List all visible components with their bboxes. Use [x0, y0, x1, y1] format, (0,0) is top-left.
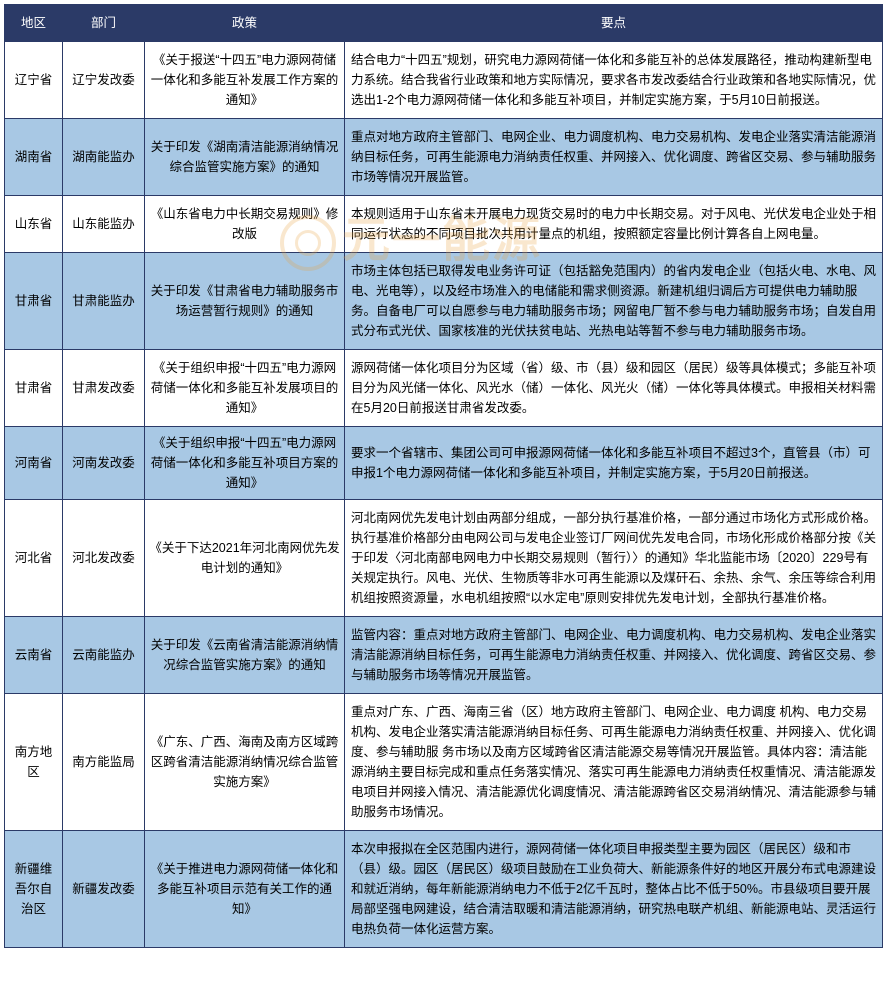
policy-table: 地区 部门 政策 要点 辽宁省辽宁发改委《关于报送“十四五”电力源网荷储一体化和…: [4, 4, 883, 948]
cell-policy: 《关于推进电力源网荷储一体化和多能互补项目示范有关工作的通知》: [145, 831, 345, 948]
table-row: 河南省河南发改委《关于组织申报“十四五”电力源网荷储一体化和多能互补项目方案的通…: [5, 427, 883, 500]
table-row: 辽宁省辽宁发改委《关于报送“十四五”电力源网荷储一体化和多能互补发展工作方案的通…: [5, 42, 883, 119]
cell-dept: 山东能监办: [63, 196, 145, 253]
cell-policy: 《关于组织申报“十四五”电力源网荷储一体化和多能互补项目方案的通知》: [145, 427, 345, 500]
cell-region: 云南省: [5, 617, 63, 694]
cell-points: 结合电力“十四五”规划，研究电力源网荷储一体化和多能互补的总体发展路径，推动构建…: [345, 42, 883, 119]
cell-dept: 甘肃发改委: [63, 350, 145, 427]
cell-dept: 云南能监办: [63, 617, 145, 694]
cell-region: 甘肃省: [5, 253, 63, 350]
cell-points: 河北南网优先发电计划由两部分组成，一部分执行基准价格，一部分通过市场化方式形成价…: [345, 500, 883, 617]
cell-points: 市场主体包括已取得发电业务许可证（包括豁免范围内）的省内发电企业（包括火电、水电…: [345, 253, 883, 350]
cell-policy: 关于印发《甘肃省电力辅助服务市场运营暂行规则》的通知: [145, 253, 345, 350]
cell-region: 辽宁省: [5, 42, 63, 119]
cell-policy: 《广东、广西、海南及南方区域跨区跨省清洁能源消纳情况综合监管实施方案》: [145, 694, 345, 831]
cell-region: 山东省: [5, 196, 63, 253]
cell-policy: 关于印发《云南省清洁能源消纳情况综合监管实施方案》的通知: [145, 617, 345, 694]
cell-policy: 《关于报送“十四五”电力源网荷储一体化和多能互补发展工作方案的通知》: [145, 42, 345, 119]
table-row: 湖南省湖南能监办关于印发《湖南清洁能源消纳情况综合监管实施方案》的通知重点对地方…: [5, 119, 883, 196]
table-row: 甘肃省甘肃发改委《关于组织申报“十四五”电力源网荷储一体化和多能互补发展项目的通…: [5, 350, 883, 427]
table-row: 河北省河北发改委《关于下达2021年河北南网优先发电计划的通知》河北南网优先发电…: [5, 500, 883, 617]
table-row: 甘肃省甘肃能监办关于印发《甘肃省电力辅助服务市场运营暂行规则》的通知市场主体包括…: [5, 253, 883, 350]
cell-region: 甘肃省: [5, 350, 63, 427]
cell-region: 新疆维吾尔自治区: [5, 831, 63, 948]
cell-dept: 湖南能监办: [63, 119, 145, 196]
table-row: 山东省山东能监办《山东省电力中长期交易规则》修改版本规则适用于山东省未开展电力现…: [5, 196, 883, 253]
cell-dept: 新疆发改委: [63, 831, 145, 948]
cell-dept: 辽宁发改委: [63, 42, 145, 119]
cell-points: 本次申报拟在全区范围内进行，源网荷储一体化项目申报类型主要为园区（居民区）级和市…: [345, 831, 883, 948]
table-row: 南方地区南方能监局《广东、广西、海南及南方区域跨区跨省清洁能源消纳情况综合监管实…: [5, 694, 883, 831]
cell-region: 河南省: [5, 427, 63, 500]
cell-points: 监管内容：重点对地方政府主管部门、电网企业、电力调度机构、电力交易机构、发电企业…: [345, 617, 883, 694]
col-header-region: 地区: [5, 5, 63, 42]
cell-policy: 《关于下达2021年河北南网优先发电计划的通知》: [145, 500, 345, 617]
col-header-policy: 政策: [145, 5, 345, 42]
table-header: 地区 部门 政策 要点: [5, 5, 883, 42]
cell-points: 要求一个省辖市、集团公司可申报源网荷储一体化和多能互补项目不超过3个，直管县（市…: [345, 427, 883, 500]
cell-region: 南方地区: [5, 694, 63, 831]
table-row: 新疆维吾尔自治区新疆发改委《关于推进电力源网荷储一体化和多能互补项目示范有关工作…: [5, 831, 883, 948]
cell-points: 本规则适用于山东省未开展电力现货交易时的电力中长期交易。对于风电、光伏发电企业处…: [345, 196, 883, 253]
cell-dept: 河南发改委: [63, 427, 145, 500]
table-row: 云南省云南能监办关于印发《云南省清洁能源消纳情况综合监管实施方案》的通知监管内容…: [5, 617, 883, 694]
cell-dept: 甘肃能监办: [63, 253, 145, 350]
cell-policy: 《关于组织申报“十四五”电力源网荷储一体化和多能互补发展项目的通知》: [145, 350, 345, 427]
cell-points: 重点对广东、广西、海南三省（区）地方政府主管部门、电网企业、电力调度 机构、电力…: [345, 694, 883, 831]
col-header-dept: 部门: [63, 5, 145, 42]
cell-dept: 河北发改委: [63, 500, 145, 617]
table-body: 辽宁省辽宁发改委《关于报送“十四五”电力源网荷储一体化和多能互补发展工作方案的通…: [5, 42, 883, 948]
cell-region: 河北省: [5, 500, 63, 617]
col-header-points: 要点: [345, 5, 883, 42]
cell-points: 源网荷储一体化项目分为区域（省）级、市（县）级和园区（居民）级等具体模式；多能互…: [345, 350, 883, 427]
cell-policy: 《山东省电力中长期交易规则》修改版: [145, 196, 345, 253]
cell-region: 湖南省: [5, 119, 63, 196]
cell-policy: 关于印发《湖南清洁能源消纳情况综合监管实施方案》的通知: [145, 119, 345, 196]
cell-dept: 南方能监局: [63, 694, 145, 831]
cell-points: 重点对地方政府主管部门、电网企业、电力调度机构、电力交易机构、发电企业落实清洁能…: [345, 119, 883, 196]
